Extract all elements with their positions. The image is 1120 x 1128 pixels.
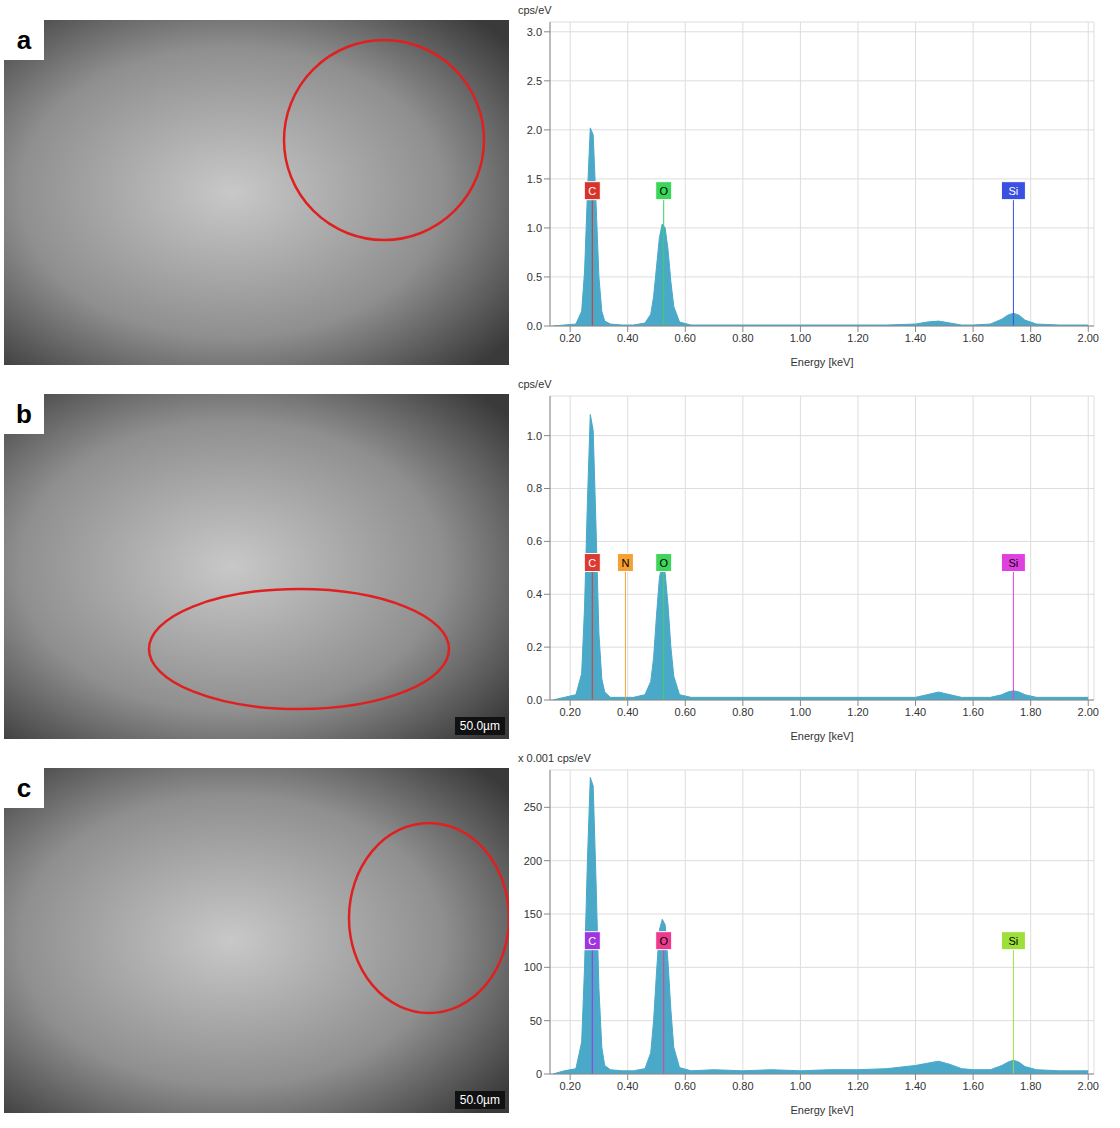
- svg-text:1.80: 1.80: [1020, 706, 1041, 718]
- svg-text:100: 100: [524, 961, 542, 973]
- html-text:cps/eV: cps/eV: [518, 4, 552, 16]
- svg-text:0.80: 0.80: [732, 332, 753, 344]
- svg-text:1.20: 1.20: [847, 706, 868, 718]
- svg-text:2.00: 2.00: [1078, 1080, 1099, 1092]
- svg-text:0.40: 0.40: [617, 706, 638, 718]
- svg-text:Si: Si: [1009, 557, 1019, 569]
- svg-text:2.00: 2.00: [1078, 706, 1099, 718]
- svg-text:0.0: 0.0: [527, 320, 542, 332]
- svg-text:250: 250: [524, 801, 542, 813]
- svg-text:0.2: 0.2: [527, 641, 542, 653]
- svg-text:0.0: 0.0: [527, 694, 542, 706]
- html-text:b: b: [16, 399, 32, 429]
- svg-text:O: O: [659, 185, 668, 197]
- svg-text:0.5: 0.5: [527, 271, 542, 283]
- html-text:cps/eV: cps/eV: [518, 378, 552, 390]
- svg-text:1.60: 1.60: [962, 1080, 983, 1092]
- svg-text:1.0: 1.0: [527, 430, 542, 442]
- svg-text:150: 150: [524, 908, 542, 920]
- svg-text:0.6: 0.6: [527, 535, 542, 547]
- html-text:50.0µm: 50.0µm: [459, 719, 500, 733]
- svg-text:0.80: 0.80: [732, 1080, 753, 1092]
- svg-text:Si: Si: [1009, 185, 1019, 197]
- svg-text:50: 50: [530, 1015, 542, 1027]
- svg-text:2.0: 2.0: [527, 124, 542, 136]
- svg-text:1.60: 1.60: [962, 332, 983, 344]
- svg-text:1.80: 1.80: [1020, 1080, 1041, 1092]
- svg-text:N: N: [621, 557, 629, 569]
- html-text:50.0µm: 50.0µm: [459, 1093, 500, 1107]
- svg-text:0.20: 0.20: [559, 706, 580, 718]
- svg-text:2.00: 2.00: [1078, 332, 1099, 344]
- svg-text:0.4: 0.4: [527, 588, 542, 600]
- svg-text:Energy [keV]: Energy [keV]: [791, 356, 854, 368]
- svg-text:O: O: [659, 935, 668, 947]
- svg-text:0.20: 0.20: [559, 1080, 580, 1092]
- svg-text:1.40: 1.40: [905, 1080, 926, 1092]
- svg-text:0.20: 0.20: [559, 332, 580, 344]
- svg-text:0.60: 0.60: [675, 1080, 696, 1092]
- svg-text:1.00: 1.00: [790, 706, 811, 718]
- svg-text:C: C: [588, 557, 596, 569]
- svg-text:1.40: 1.40: [905, 332, 926, 344]
- svg-text:0.40: 0.40: [617, 332, 638, 344]
- svg-text:Energy [keV]: Energy [keV]: [791, 1104, 854, 1116]
- svg-text:1.00: 1.00: [790, 1080, 811, 1092]
- svg-text:Energy [keV]: Energy [keV]: [791, 730, 854, 742]
- svg-text:0: 0: [536, 1068, 542, 1080]
- svg-text:0.40: 0.40: [617, 1080, 638, 1092]
- svg-text:1.20: 1.20: [847, 332, 868, 344]
- svg-text:1.40: 1.40: [905, 706, 926, 718]
- svg-text:1.80: 1.80: [1020, 332, 1041, 344]
- svg-text:1.0: 1.0: [527, 222, 542, 234]
- svg-text:2.5: 2.5: [527, 75, 542, 87]
- svg-text:0.80: 0.80: [732, 706, 753, 718]
- svg-text:0.60: 0.60: [675, 706, 696, 718]
- svg-text:1.5: 1.5: [527, 173, 542, 185]
- svg-text:1.60: 1.60: [962, 706, 983, 718]
- html-text:a: a: [16, 25, 32, 55]
- svg-text:200: 200: [524, 855, 542, 867]
- svg-text:0.8: 0.8: [527, 482, 542, 494]
- svg-text:1.20: 1.20: [847, 1080, 868, 1092]
- html-text:c: c: [16, 773, 32, 803]
- svg-text:Si: Si: [1009, 935, 1019, 947]
- svg-text:0.60: 0.60: [675, 332, 696, 344]
- svg-text:C: C: [588, 935, 596, 947]
- svg-text:1.00: 1.00: [790, 332, 811, 344]
- svg-text:O: O: [659, 557, 668, 569]
- svg-text:C: C: [588, 185, 596, 197]
- svg-text:3.0: 3.0: [527, 26, 542, 38]
- html-text:x 0.001 cps/eV: x 0.001 cps/eV: [518, 752, 591, 764]
